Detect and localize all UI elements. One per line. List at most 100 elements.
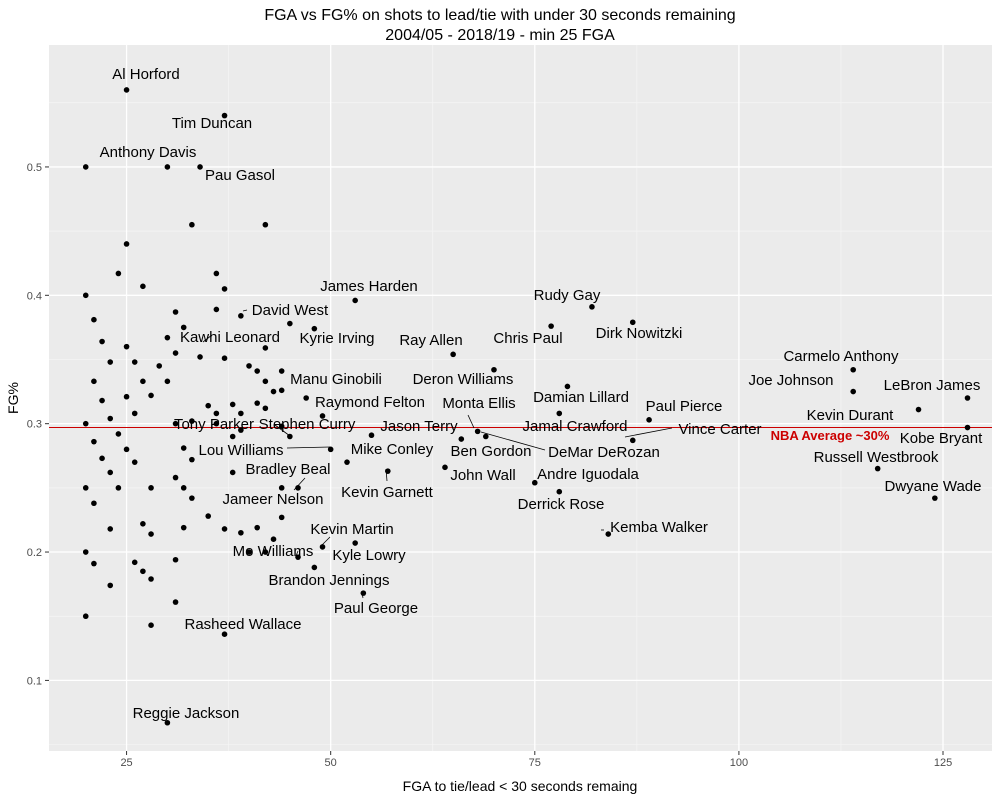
data-point-labeled [197,164,203,170]
data-point-labeled [368,432,375,439]
point-label: Brandon Jennings [269,572,390,589]
data-point [205,402,212,409]
data-point-labeled [874,465,881,472]
point-label: Kevin Durant [807,407,895,424]
nba-average-label: NBA Average ~30% [771,428,890,443]
point-label: Bradley Beal [245,461,330,478]
point-label: Anthony Davis [100,144,197,161]
data-point-labeled [295,554,301,560]
x-tick-label: 100 [730,757,748,769]
data-point [107,415,114,422]
data-point [180,324,187,331]
data-point [131,459,138,465]
data-point [213,410,220,417]
data-point-labeled [629,437,636,444]
data-point-labeled [221,112,228,119]
x-tick-label: 125 [934,757,952,769]
data-point [303,395,309,401]
data-point [172,474,179,481]
data-point [115,270,122,277]
data-point-labeled [531,479,538,486]
point-label: Kevin Martin [310,521,393,538]
leader-line-layer [202,309,673,599]
data-point [148,622,154,629]
data-point [213,306,220,313]
data-point [189,418,195,424]
data-point [254,368,260,374]
data-point [238,529,244,536]
point-label: Deron Williams [413,371,514,388]
data-point [115,431,122,437]
data-point-labeled [197,354,203,360]
data-point [180,485,187,491]
y-tick-label: 0.2 [27,547,42,559]
data-point [123,241,130,247]
point-label: Rasheed Wallace [184,616,301,633]
point-label: Stephen Curry [259,416,356,433]
data-point-labeled [229,433,236,440]
data-point-labeled [458,436,465,442]
data-point-labeled [483,433,489,440]
point-label: David West [252,302,329,319]
point-label: Tim Duncan [172,115,252,132]
data-point [221,355,228,362]
data-point [99,455,105,462]
point-label: Paul Pierce [646,398,723,415]
data-point-labeled [327,446,334,453]
data-point [131,410,138,417]
data-point-labeled [491,366,497,373]
data-point [99,397,105,404]
point-label: John Wall [450,467,515,484]
point-label: Rudy Gay [534,287,601,304]
point-label: Joe Johnson [748,372,833,389]
data-point [123,446,130,453]
point-label: Manu Ginobili [290,371,382,388]
data-point-labeled [564,383,571,390]
data-point [205,513,212,519]
data-point [172,309,179,315]
data-point [82,549,89,555]
data-point [287,320,293,327]
data-point [123,393,130,400]
y-tick-label: 0.4 [27,290,42,302]
x-axis-title: FGA to tie/lead < 30 seconds remaing [403,778,638,794]
point-label: Jamal Crawford [522,418,627,435]
point-label: Jason Terry [380,418,458,435]
data-point-labeled [238,313,244,319]
leader-line [467,414,475,429]
data-point-labeled [964,424,971,431]
point-label: Mike Conley [351,441,434,458]
data-point [180,524,187,531]
y-axis-title: FG% [5,382,21,414]
data-point-labeled [556,488,563,495]
data-point-labeled [344,459,350,465]
data-point [156,363,163,369]
data-point [148,531,154,537]
point-label-layer: Al Horford Tim Duncan Anthony Davis Pau Gas… [100,66,983,722]
data-point [270,536,277,542]
x-tick-label: 50 [325,757,337,769]
point-label: Reggie Jackson [133,705,240,722]
data-point [82,292,89,299]
data-point-labeled [629,319,636,326]
data-point [82,164,89,170]
data-point [164,334,171,341]
point-label: Al Horford [112,66,180,83]
data-point-labeled [850,366,857,373]
data-point [229,469,236,476]
point-label: Vince Carter [678,421,761,438]
point-label: Lou Williams [198,442,283,459]
data-point-labeled [385,468,391,474]
data-point-labeled [646,417,652,423]
point-label: Dwyane Wade [885,478,982,495]
data-point-labeled [548,323,554,329]
point-label: Monta Ellis [442,395,515,412]
data-point [270,388,277,395]
data-point [140,568,146,575]
data-point [246,549,252,555]
data-point [254,524,260,531]
data-point [238,410,244,417]
data-point [148,576,154,582]
point-label: Carmelo Anthony [783,348,899,365]
